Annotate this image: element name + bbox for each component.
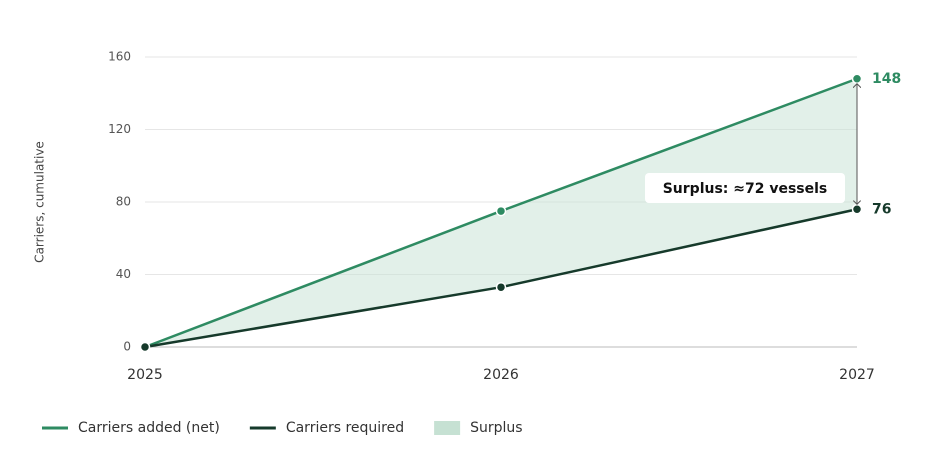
annotation-box <box>645 173 845 203</box>
y-tick-label: 80 <box>116 195 131 209</box>
y-tick-label: 120 <box>108 122 131 136</box>
y-tick-label: 160 <box>108 50 131 64</box>
legend-label: Surplus <box>470 420 522 436</box>
point <box>139 341 151 353</box>
point <box>851 73 863 84</box>
y-tick-label: 0 <box>123 340 131 354</box>
point <box>495 281 507 293</box>
point <box>495 205 507 217</box>
y-axis-label: Carriers, cumulative <box>33 141 47 263</box>
value-label: 76 <box>872 201 891 217</box>
x-tick-label: 2025 <box>127 367 163 383</box>
annotation: Surplus: ≈72 vessels <box>663 181 828 197</box>
legend-swatch <box>434 421 461 435</box>
y-tick-label: 40 <box>116 267 131 281</box>
legend-label: Carriers added (net) <box>78 420 220 436</box>
point <box>851 204 863 215</box>
value-label: 148 <box>872 71 901 87</box>
x-tick-label: 2027 <box>839 367 875 383</box>
legend-label: Carriers required <box>286 420 404 436</box>
x-tick-label: 2026 <box>483 367 519 383</box>
